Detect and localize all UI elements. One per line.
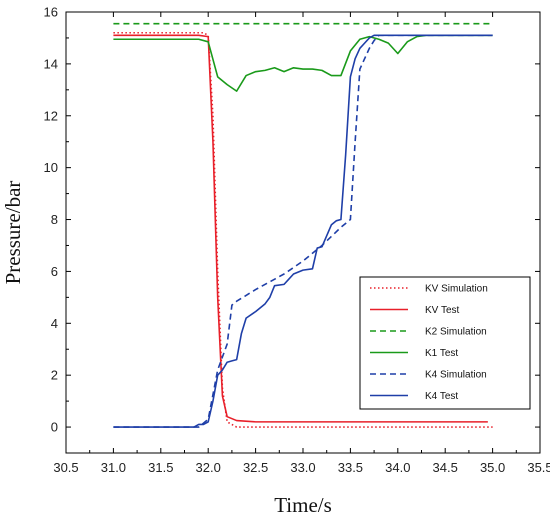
y-tick-label: 2 — [51, 368, 58, 383]
x-tick-label: 30.5 — [53, 460, 78, 475]
legend-label-k2-simulation: K2 Simulation — [425, 327, 487, 338]
y-tick-label: 12 — [44, 108, 58, 123]
y-tick-label: 10 — [44, 160, 58, 175]
y-tick-label: 8 — [51, 212, 58, 227]
series-line-k1-test — [113, 34, 493, 92]
x-tick-label: 31.5 — [148, 460, 173, 475]
series-layer — [113, 22, 493, 428]
x-tick-label: 32.0 — [196, 460, 221, 475]
axes: 30.5 31.0 31.5 32.0 32.5 33.0 33.5 34.0 34.5 35.0… — [44, 5, 550, 476]
y-tick-label: 4 — [51, 316, 58, 331]
x-tick-label: 31.0 — [101, 460, 126, 475]
x-tick-label: 34.5 — [433, 460, 458, 475]
legend: KV Simulation KV Test K2 Simulation K1 Test… — [359, 276, 531, 410]
x-tick-label: 32.5 — [243, 460, 268, 475]
x-tick-label: 35.0 — [480, 460, 505, 475]
legend-label-kv-simulation: KV Simulation — [425, 284, 488, 295]
legend-label-kv-test: KV Test — [425, 305, 459, 316]
y-tick-label: 6 — [51, 264, 58, 279]
x-tick-label: 34.0 — [385, 460, 410, 475]
x-tick-label: 33.5 — [338, 460, 363, 475]
y-tick-label: 16 — [44, 5, 58, 20]
y-tick-label: 14 — [44, 56, 58, 71]
legend-label-k1-test: K1 Test — [425, 348, 458, 359]
legend-label-k4-simulation: K4 Simulation — [425, 370, 487, 381]
series-line-k4-simulation — [113, 34, 493, 428]
x-tick-label: 33.0 — [290, 460, 315, 475]
legend-box — [359, 276, 531, 410]
y-axis-title: Pressure/bar — [1, 181, 25, 285]
y-tick-label: 0 — [51, 420, 58, 435]
series-line-k4-test — [113, 34, 493, 428]
series-line-kv-test — [113, 34, 488, 423]
legend-label-k4-test: K4 Test — [425, 391, 458, 402]
x-tick-label: 35.5 — [527, 460, 550, 475]
x-axis-title: Time/s — [274, 493, 332, 517]
